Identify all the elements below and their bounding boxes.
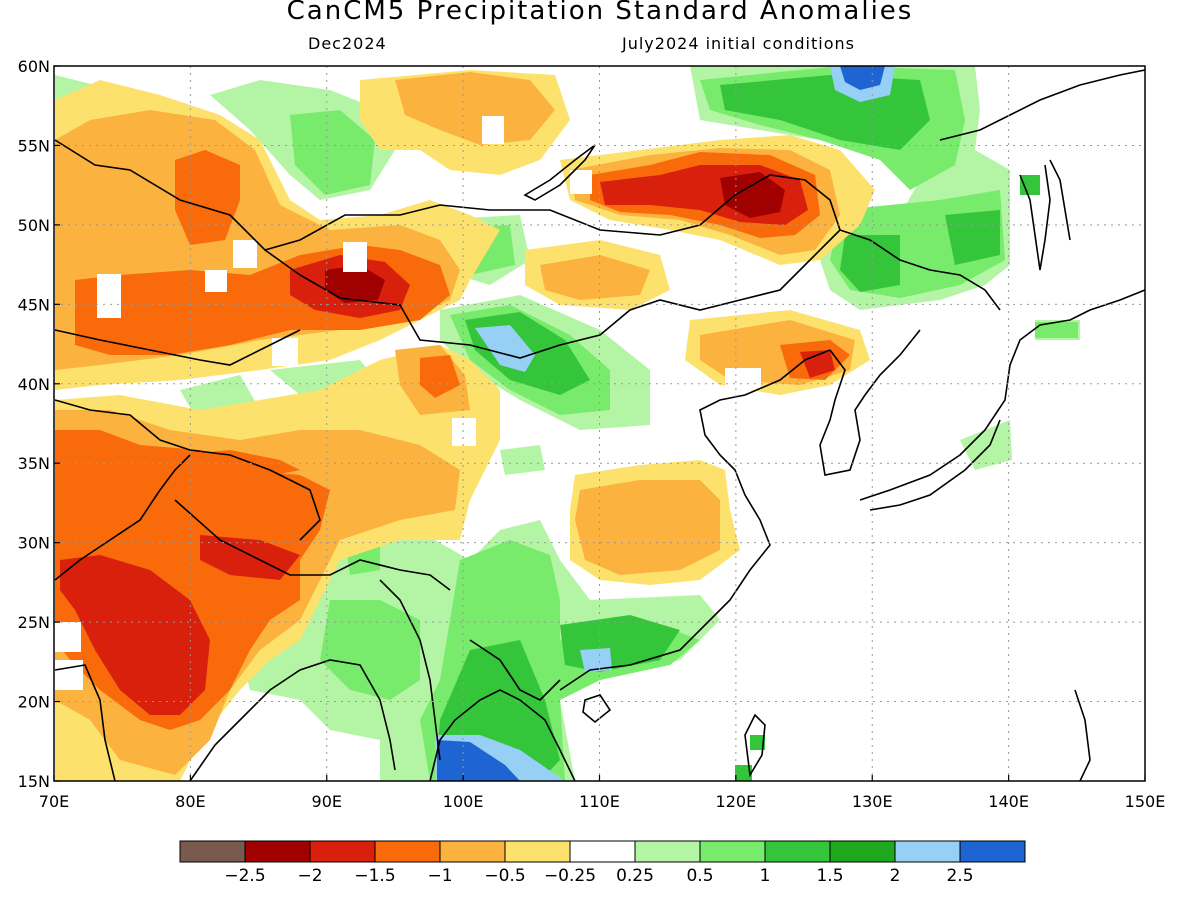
colorbar-swatch (244, 840, 311, 863)
colorbar-swatch (894, 840, 961, 863)
kazakhstan-border (54, 329, 301, 366)
anomaly-region-neutral-cells (55, 116, 761, 690)
lat-tick-label: 45N (18, 295, 50, 314)
hainan-coast (582, 694, 612, 724)
lat-tick-label: 60N (18, 57, 50, 76)
lat-tick-label: 40N (18, 375, 50, 394)
forecast-month: Dec2024 (308, 34, 387, 53)
lat-tick-label: 50N (18, 216, 50, 235)
colorbar-swatch (504, 840, 571, 863)
chart-title: CanCM5 Precipitation Standard Anomalies (286, 0, 914, 26)
colorbar-swatch (569, 840, 636, 863)
colorbar-label: −2 (297, 866, 322, 886)
colorbar-label: 1 (760, 866, 771, 886)
colorbar-label: −2.5 (224, 866, 265, 886)
central-asia-borders (54, 399, 321, 541)
anomaly-region-dark-blue (437, 66, 885, 781)
colorbar-labels: −2.5 −2 −1.5 −1 −0.5 −0.25 0.25 0.5 1 1.5 2 2.5 (224, 866, 973, 886)
colorbar-label: 2.5 (946, 866, 973, 886)
philippines-coast (1074, 689, 1091, 781)
korea-coast (819, 329, 921, 476)
se-asia-coast (429, 689, 576, 781)
initial-conditions: July2024 initial conditions (622, 34, 855, 53)
japan-south-coast (869, 419, 1001, 511)
lake-baikal (523, 144, 596, 201)
lon-tick-label: 80E (175, 792, 205, 811)
colorbar-swatch (634, 840, 701, 863)
anomaly-field (55, 66, 1080, 781)
colorbar-swatch (439, 840, 506, 863)
colorbar-label: −1 (427, 866, 452, 886)
colorbar-swatch (959, 840, 1026, 863)
colorbar-swatch (699, 840, 766, 863)
india-coast (54, 664, 116, 781)
colorbar-label: 0.5 (686, 866, 713, 886)
himalaya-border (174, 499, 451, 591)
colorbar-label: 1.5 (816, 866, 843, 886)
lon-tick-label: 110E (579, 792, 620, 811)
lon-tick-label: 140E (988, 792, 1029, 811)
lat-tick-label: 25N (18, 613, 50, 632)
colorbar-label: −1.5 (354, 866, 395, 886)
colorbar-label: −0.25 (544, 866, 596, 886)
laos-border (469, 639, 561, 701)
colorbar-swatch (764, 840, 831, 863)
lon-tick-label: 130E (852, 792, 893, 811)
colorbar-label: 2 (890, 866, 901, 886)
russia-china-border (54, 139, 1001, 311)
bay-of-bengal-coast (189, 659, 396, 781)
lon-tick-label: 120E (716, 792, 757, 811)
lon-tick-label: 90E (312, 792, 342, 811)
coastlines-and-borders (54, 69, 1145, 781)
lon-tick-label: 70E (39, 792, 69, 811)
japan-coast (859, 289, 1145, 501)
lat-tick-label: 30N (18, 534, 50, 553)
colorbar-swatch (179, 840, 246, 863)
colorbar-swatch (374, 840, 441, 863)
china-east-coast (559, 349, 831, 691)
kamchatka-hint (1049, 159, 1071, 241)
lat-tick-label: 55N (18, 136, 50, 155)
myanmar-border (379, 579, 441, 761)
colorbar (179, 840, 1026, 863)
mongolia-china-border (264, 229, 841, 359)
colorbar-swatch (309, 840, 376, 863)
taiwan-coast (744, 713, 766, 778)
okhotsk-coast (939, 69, 1145, 141)
colorbar-swatch (829, 840, 896, 863)
lat-tick-label: 15N (18, 772, 50, 791)
lat-tick-label: 35N (18, 454, 50, 473)
colorbar-label: 0.25 (616, 866, 654, 886)
lon-tick-label: 100E (443, 792, 484, 811)
latitude-ticks: 15N 20N 25N 30N 35N 40N 45N 50N 55N 60N (18, 57, 60, 791)
india-interior-border (54, 454, 191, 581)
sakhalin-coast (1019, 164, 1051, 271)
lon-tick-label: 150E (1125, 792, 1166, 811)
gridlines (54, 66, 1145, 781)
longitude-ticks: 70E 80E 90E 100E 110E 120E 130E 140E 150E (39, 775, 1166, 811)
lat-tick-label: 20N (18, 693, 50, 712)
colorbar-label: −0.5 (484, 866, 525, 886)
